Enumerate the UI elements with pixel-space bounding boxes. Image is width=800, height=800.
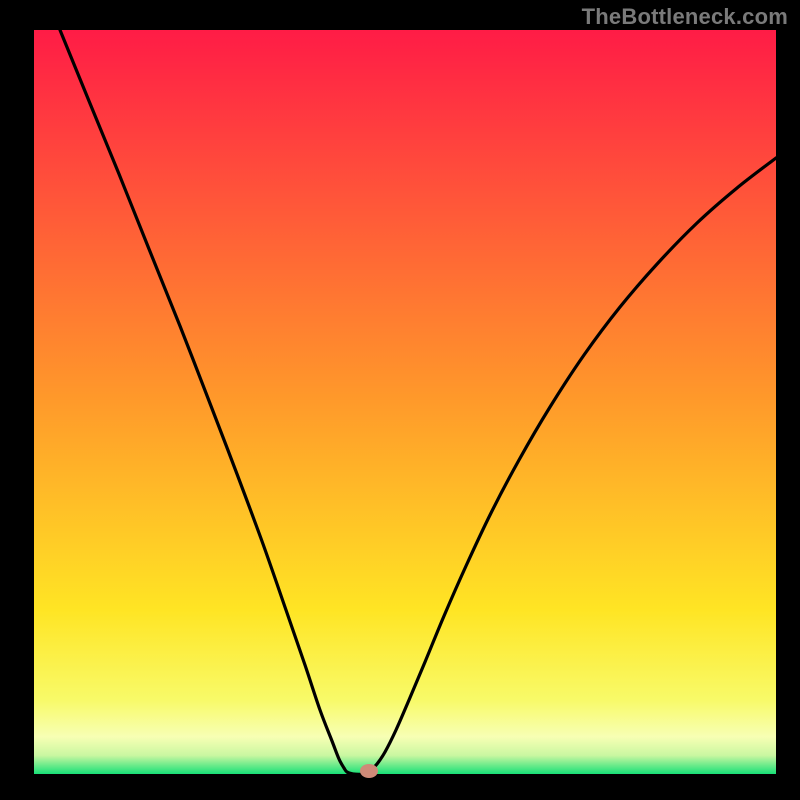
optimal-point-marker	[360, 764, 378, 778]
bottleneck-curve	[0, 0, 800, 800]
watermark-text: TheBottleneck.com	[582, 4, 788, 30]
curve-path	[60, 30, 776, 774]
chart-container: TheBottleneck.com	[0, 0, 800, 800]
